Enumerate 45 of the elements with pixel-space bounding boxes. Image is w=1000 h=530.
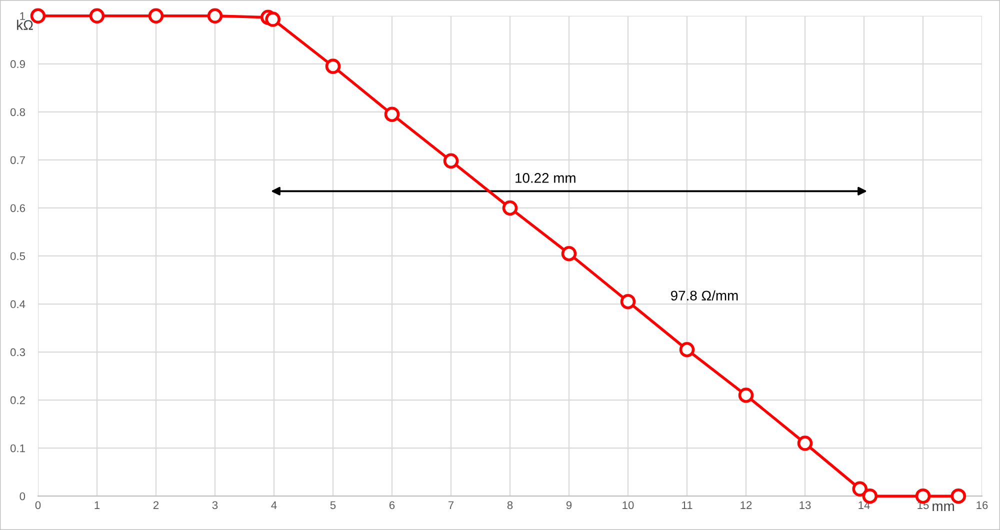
y-tick-label: 0.9 — [10, 60, 25, 68]
point — [738, 388, 754, 403]
annotation: 10.22 mm — [516, 173, 576, 183]
point — [443, 153, 459, 169]
x-tick-label: 8 — [507, 501, 513, 510]
y-tick-label: 0.2 — [10, 396, 25, 404]
point — [679, 342, 695, 358]
y-tick-label: 0.6 — [10, 204, 26, 212]
y-tick-label: 0 — [20, 492, 26, 500]
y-tick-label: 0.7 — [10, 156, 25, 164]
x-tick-label: 9 — [566, 501, 572, 510]
point — [561, 246, 577, 262]
x-tick-label: 7 — [448, 501, 454, 509]
point — [207, 8, 223, 24]
x-tick-label: 3 — [212, 501, 218, 510]
point — [384, 106, 400, 122]
point — [148, 8, 164, 24]
point — [325, 58, 341, 74]
y-axis-title: kΩ — [17, 20, 33, 30]
x-tick-label: 11 — [682, 501, 692, 509]
point — [797, 436, 813, 451]
y-tick-label: 0.3 — [10, 348, 26, 356]
y-tick-label: 0.1 — [10, 444, 25, 452]
x-tick-label: 12 — [740, 501, 752, 509]
x-tick-label: 10 — [622, 501, 634, 510]
point — [89, 8, 105, 24]
x-tick-label: 16 — [976, 501, 988, 510]
point — [852, 481, 868, 497]
point — [265, 12, 280, 27]
x-tick-label: 1 — [94, 501, 100, 509]
x-tick-label: 0 — [35, 501, 41, 510]
x-tick-label: 2 — [153, 501, 159, 509]
x-tick-label: 13 — [800, 501, 811, 510]
annotation: 97.8 Ω/mm — [670, 290, 738, 301]
point — [950, 488, 966, 504]
y-tick-label: 0.5 — [10, 252, 26, 260]
y-tick-label: 0.8 — [10, 108, 26, 116]
x-tick-label: 6 — [389, 501, 395, 510]
point — [502, 200, 518, 216]
y-tick-label: 0.4 — [10, 300, 26, 308]
x-tick-label: 5 — [330, 501, 336, 510]
x-axis-title: mm — [932, 503, 954, 511]
x-tick-label: 4 — [271, 501, 277, 509]
point — [620, 294, 636, 310]
y-tick-label: 1 — [20, 12, 25, 20]
